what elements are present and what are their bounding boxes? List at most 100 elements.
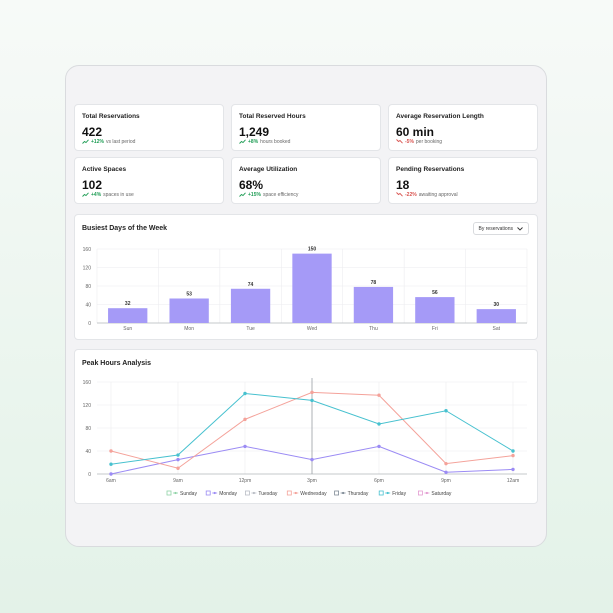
y-tick-label: 120 [83, 265, 92, 271]
data-point [377, 444, 381, 449]
legend-label: Saturday [431, 491, 452, 497]
y-tick-label: 0 [88, 472, 91, 478]
bar [169, 298, 209, 323]
bar [476, 309, 516, 323]
stat-delta-value: -5% [405, 139, 414, 145]
legend-swatch-dot [213, 491, 216, 495]
x-tick-label: Mon [184, 326, 194, 332]
legend-item[interactable]: Monday [205, 490, 237, 497]
legend-label: Tuesday [258, 491, 277, 497]
stat-card: Total Reservations 422 +12% vs last period [74, 104, 224, 151]
dashboard-frame: Total Reservations 422 +12% vs last period T… [65, 65, 547, 547]
bar-value-label: 30 [494, 302, 500, 308]
stat-delta-value: +4% [91, 192, 102, 198]
stat-label: Average Utilization [239, 166, 298, 173]
stat-delta-note: space efficiency [262, 192, 299, 198]
legend-item[interactable]: Thursday [334, 490, 369, 497]
legend-item[interactable]: Friday [378, 490, 407, 497]
stat-value: 18 [396, 178, 410, 192]
stat-value: 1,249 [239, 125, 270, 139]
legend-item[interactable]: Tuesday [244, 490, 278, 497]
legend-item[interactable]: Sunday [166, 490, 197, 497]
stat-delta-note: vs last period [105, 139, 136, 145]
trending-up-icon [82, 192, 91, 198]
y-tick-label: 120 [83, 403, 92, 409]
stat-card: Average Reservation Length 60 min -5% per b… [388, 104, 538, 151]
legend-item[interactable]: Wednesday [286, 490, 327, 497]
legend-checkbox[interactable] [286, 490, 292, 496]
stat-value: 60 min [396, 125, 435, 139]
stat-card: Total Reserved Hours 1,249 +8% hours booked [231, 104, 381, 151]
data-point [377, 393, 381, 397]
x-tick-label: Fri [432, 326, 438, 332]
bar-value-label: 150 [308, 247, 317, 253]
bar-value-label: 74 [248, 282, 254, 288]
data-point [243, 417, 247, 422]
x-tick-label: Sat [493, 326, 501, 332]
trending-up-icon [239, 192, 248, 198]
x-tick-label: 6am [106, 478, 116, 484]
bar [230, 288, 271, 323]
y-tick-label: 160 [83, 247, 92, 253]
x-tick-label: 12am [507, 478, 520, 484]
legend-swatch-dot [294, 491, 297, 495]
legend-swatch-dot [252, 491, 255, 495]
stat-delta: +12% vs last period [82, 139, 135, 145]
x-tick-label: 9pm [441, 478, 451, 484]
legend-label: Monday [219, 491, 237, 497]
data-point [109, 462, 113, 466]
stat-value: 68% [239, 178, 264, 192]
x-tick-label: Tue [246, 326, 255, 332]
legend-checkbox[interactable] [205, 490, 211, 496]
x-tick-label: 3pm [307, 478, 317, 484]
trending-down-icon [396, 139, 405, 145]
stat-label: Pending Reservations [396, 166, 465, 173]
data-point [310, 398, 314, 403]
legend-checkbox[interactable] [417, 490, 423, 496]
legend-checkbox[interactable] [166, 490, 172, 496]
legend-checkbox[interactable] [334, 490, 340, 496]
trending-up-icon [82, 139, 91, 145]
stat-delta-value: -22% [405, 192, 417, 198]
data-point [310, 390, 314, 395]
legend-swatch-dot [386, 491, 389, 495]
data-point [176, 457, 180, 462]
busiest-days-card: Busiest Days of the Week By reservations… [74, 214, 538, 340]
data-point [176, 466, 180, 470]
data-point [511, 449, 515, 453]
legend-swatch-dot [342, 491, 345, 495]
stat-delta: +8% hours booked [239, 139, 290, 145]
stat-card: Active Spaces 102 +4% spaces in use [74, 157, 224, 204]
trending-down-icon [396, 192, 405, 198]
bar-value-label: 56 [432, 290, 438, 296]
stat-card: Pending Reservations 18 -22% awaiting appro… [388, 157, 538, 204]
stat-label: Total Reserved Hours [239, 113, 306, 120]
peak-hours-chart: 0 40 80 120 160 6am 9am 12pm 3pm 6pm 9pm 12am Sunday… [83, 378, 527, 497]
stat-value: 102 [82, 178, 103, 192]
data-point [109, 449, 113, 453]
stat-delta-note: per booking [415, 139, 443, 145]
stat-delta: -5% per booking [396, 139, 442, 145]
legend-checkbox[interactable] [244, 490, 250, 496]
busiest-days-chart: 0 40 80 120 160 32 Sun 53 Mon 74 Tue 150 Wed 78 Thu 56 F… [83, 247, 528, 332]
stat-delta: +4% spaces in use [82, 192, 134, 198]
data-point [109, 472, 113, 476]
y-tick-label: 40 [85, 302, 91, 308]
x-tick-label: 9am [173, 478, 183, 484]
peak-hours-title: Peak Hours Analysis [82, 360, 151, 367]
stat-delta-value: +12% [91, 139, 104, 145]
legend-item[interactable]: Saturday [417, 490, 452, 497]
bar [108, 308, 148, 323]
stat-label: Active Spaces [82, 166, 127, 173]
trending-up-icon [239, 139, 248, 145]
metric-dropdown[interactable]: By reservations [472, 222, 529, 235]
legend-checkbox[interactable] [378, 490, 384, 496]
stat-delta-note: awaiting approval [418, 192, 458, 198]
stat-delta-note: hours booked [260, 139, 291, 145]
stat-label: Average Reservation Length [396, 113, 484, 120]
stat-delta: -22% awaiting approval [396, 192, 458, 198]
data-point [511, 453, 515, 458]
y-tick-label: 80 [85, 284, 91, 290]
stat-delta-value: +15% [248, 192, 261, 198]
data-point [444, 470, 448, 474]
